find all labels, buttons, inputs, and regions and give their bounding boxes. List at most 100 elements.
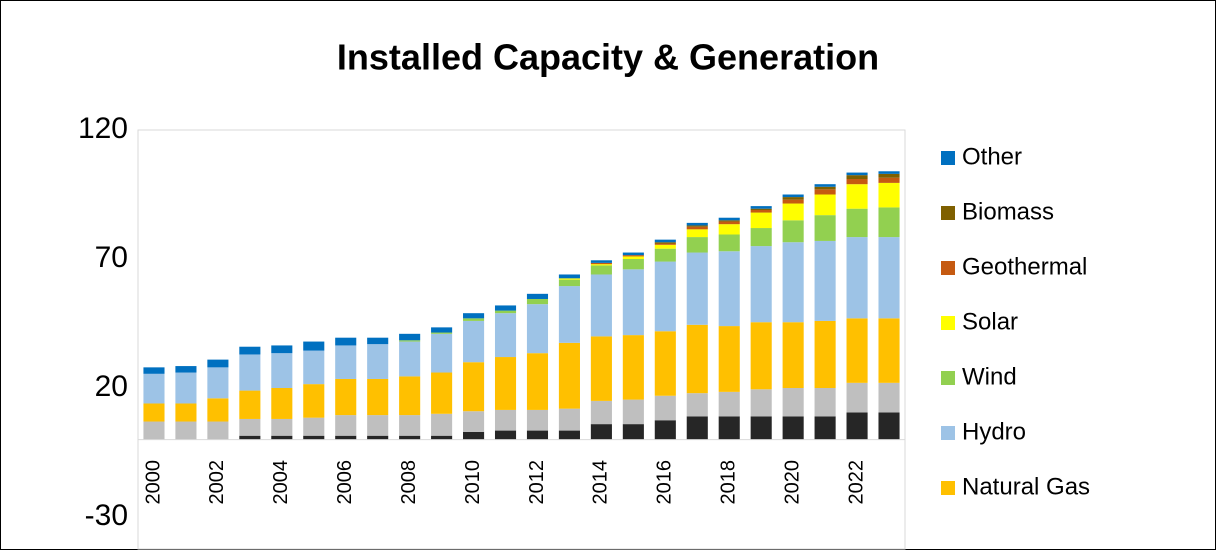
bar-segment [303, 435, 325, 440]
bar-segment [686, 252, 708, 325]
bar-segment [654, 248, 676, 262]
bar-segment [431, 435, 453, 440]
bar-segment [271, 418, 293, 436]
bar-segment [303, 350, 325, 385]
bar-segment [622, 256, 644, 259]
bar-segment [143, 403, 165, 422]
bar-segment [590, 424, 612, 440]
bar-segment [750, 416, 772, 440]
bar-segment [782, 203, 804, 221]
bar-segment [335, 415, 357, 436]
bar-segment [622, 335, 644, 400]
bar-segment [271, 388, 293, 419]
bar-segment [622, 259, 644, 270]
bar-segment [654, 420, 676, 440]
bar-segment [494, 357, 517, 410]
legend-swatch [941, 206, 955, 220]
bar-segment [367, 337, 389, 345]
bar-segment [590, 400, 612, 425]
y-tick-label: 70 [95, 241, 128, 274]
bar-segment [431, 333, 453, 373]
legend-label: Other [962, 143, 1022, 170]
bar-segment [463, 313, 485, 319]
bar-segment [782, 242, 804, 323]
bar-segment [814, 320, 836, 388]
bar-segment [622, 269, 644, 336]
bar-segment [686, 222, 708, 226]
bar-segment [654, 261, 676, 332]
legend-label: Hydro [962, 418, 1026, 445]
legend-label: Biomass [962, 198, 1054, 225]
bar-segment [367, 435, 389, 440]
bar-segment [271, 345, 293, 354]
x-tick-label: 2002 [206, 460, 228, 505]
bar-segment [494, 313, 517, 358]
bar-segment [239, 418, 261, 436]
bar-segment [846, 382, 868, 413]
bar-segment [590, 264, 612, 266]
y-tick-label: 120 [78, 112, 128, 145]
bar-segment [622, 255, 644, 257]
bar-segment [686, 229, 708, 238]
legend-swatch [941, 316, 955, 330]
bar-segment [207, 359, 229, 368]
bar-segment [558, 430, 580, 440]
bar-segment [399, 333, 421, 341]
bar-segment [367, 415, 389, 436]
bar-segment [878, 177, 900, 183]
bar-segment [590, 336, 612, 401]
bar-segment [878, 412, 900, 440]
bar-segment [558, 278, 580, 280]
bar-segment [846, 208, 868, 238]
bar-segment [654, 239, 676, 243]
bar-segment [782, 220, 804, 243]
legend-swatch [941, 151, 955, 165]
bar-segment [526, 430, 549, 440]
bar-segment [431, 413, 453, 436]
bar-segment [814, 388, 836, 417]
bar-segment [303, 384, 325, 418]
bar-segment [494, 430, 517, 440]
x-tick-label: 2016 [654, 460, 676, 505]
bar-segment [590, 262, 612, 265]
bar-segment [558, 279, 580, 287]
bar-segment [175, 366, 197, 373]
bar-segment [463, 362, 485, 412]
bar-segment [175, 421, 197, 440]
legend-label: Geothermal [962, 253, 1087, 280]
bar-segment [303, 417, 325, 436]
x-tick-label: 2020 [781, 460, 803, 505]
bar-segment [654, 242, 676, 244]
bar-segment [750, 212, 772, 229]
bar-segment [239, 354, 261, 391]
bar-segment [239, 435, 261, 440]
bar-segment [463, 411, 485, 432]
bar-segment [526, 409, 549, 431]
bar-segment [239, 346, 261, 355]
bar-segment [526, 293, 549, 299]
bar-segment [718, 224, 740, 235]
bar-segment [175, 403, 197, 422]
legend-label: Wind [962, 363, 1017, 390]
bar-segment [814, 240, 836, 321]
bar-segment [782, 199, 804, 204]
bar-segment [654, 331, 676, 396]
legend-swatch [941, 371, 955, 385]
y-tick-label: 20 [95, 370, 128, 403]
x-tick-label: 2004 [270, 460, 292, 505]
bar-segment [878, 171, 900, 174]
legend-label: Solar [962, 308, 1018, 335]
bar-segment [654, 395, 676, 421]
bar-segment [750, 389, 772, 417]
bar-segment [526, 298, 549, 305]
bar-segment [878, 237, 900, 319]
bar-segment [846, 412, 868, 440]
bar-segment [207, 398, 229, 422]
bar-segment [782, 197, 804, 200]
bar-segment [686, 226, 708, 230]
bar-segment [335, 337, 357, 346]
bar-segment [526, 353, 549, 410]
bar-segment [271, 353, 293, 388]
bar-segment [814, 189, 836, 195]
